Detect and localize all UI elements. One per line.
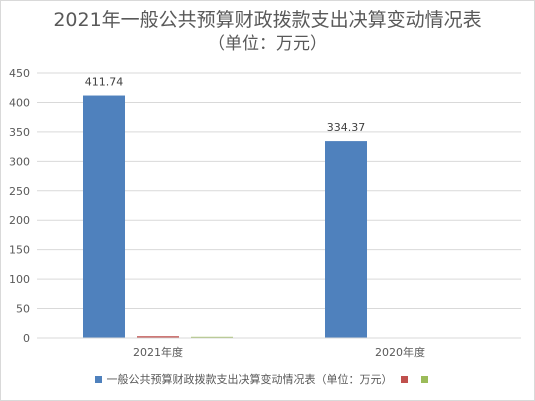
y-tick-label: 350 xyxy=(9,126,30,139)
legend-swatch-blue xyxy=(94,375,102,383)
x-category-label: 2020年度 xyxy=(375,345,425,359)
legend-label-main: 一般公共预算财政拨款支出决算变动情况表（单位：万元） xyxy=(106,373,393,386)
bar-series-1-cat-0 xyxy=(137,336,179,338)
y-tick-label: 0 xyxy=(23,332,30,345)
bars xyxy=(83,95,367,339)
legend-item-green xyxy=(420,375,433,383)
data-label: 334.37 xyxy=(327,121,366,134)
y-axis-ticks: 0 50 100 150 200 250 300 350 400 450 xyxy=(9,67,30,345)
y-tick-label: 200 xyxy=(9,214,30,227)
data-label: 411.74 xyxy=(85,76,124,89)
x-category-label: 2021年度 xyxy=(133,345,183,359)
legend-item-red xyxy=(400,375,413,383)
chart-title: 2021年一般公共预算财政拨款支出决算变动情况表 xyxy=(53,9,482,31)
y-tick-label: 400 xyxy=(9,96,30,109)
legend-swatch-green xyxy=(420,375,428,383)
y-tick-label: 50 xyxy=(16,303,30,316)
x-axis-categories: 2021年度 2020年度 xyxy=(133,345,425,359)
y-tick-label: 250 xyxy=(9,185,30,198)
y-tick-label: 450 xyxy=(9,67,30,80)
y-tick-label: 300 xyxy=(9,155,30,168)
bar-series-2-cat-0 xyxy=(191,336,233,338)
legend-swatch-red xyxy=(400,375,408,383)
legend-item-main: 一般公共预算财政拨款支出决算变动情况表（单位：万元） xyxy=(94,371,393,387)
y-tick-label: 100 xyxy=(9,273,30,286)
data-labels: 411.74 334.37 xyxy=(85,76,366,135)
bar-series-0-cat-0 xyxy=(83,95,125,339)
legend: 一般公共预算财政拨款支出决算变动情况表（单位：万元） xyxy=(0,371,535,387)
y-tick-label: 150 xyxy=(9,244,30,257)
bar-series-0-cat-1 xyxy=(325,141,367,338)
chart-subtitle: （单位：万元） xyxy=(208,34,327,54)
